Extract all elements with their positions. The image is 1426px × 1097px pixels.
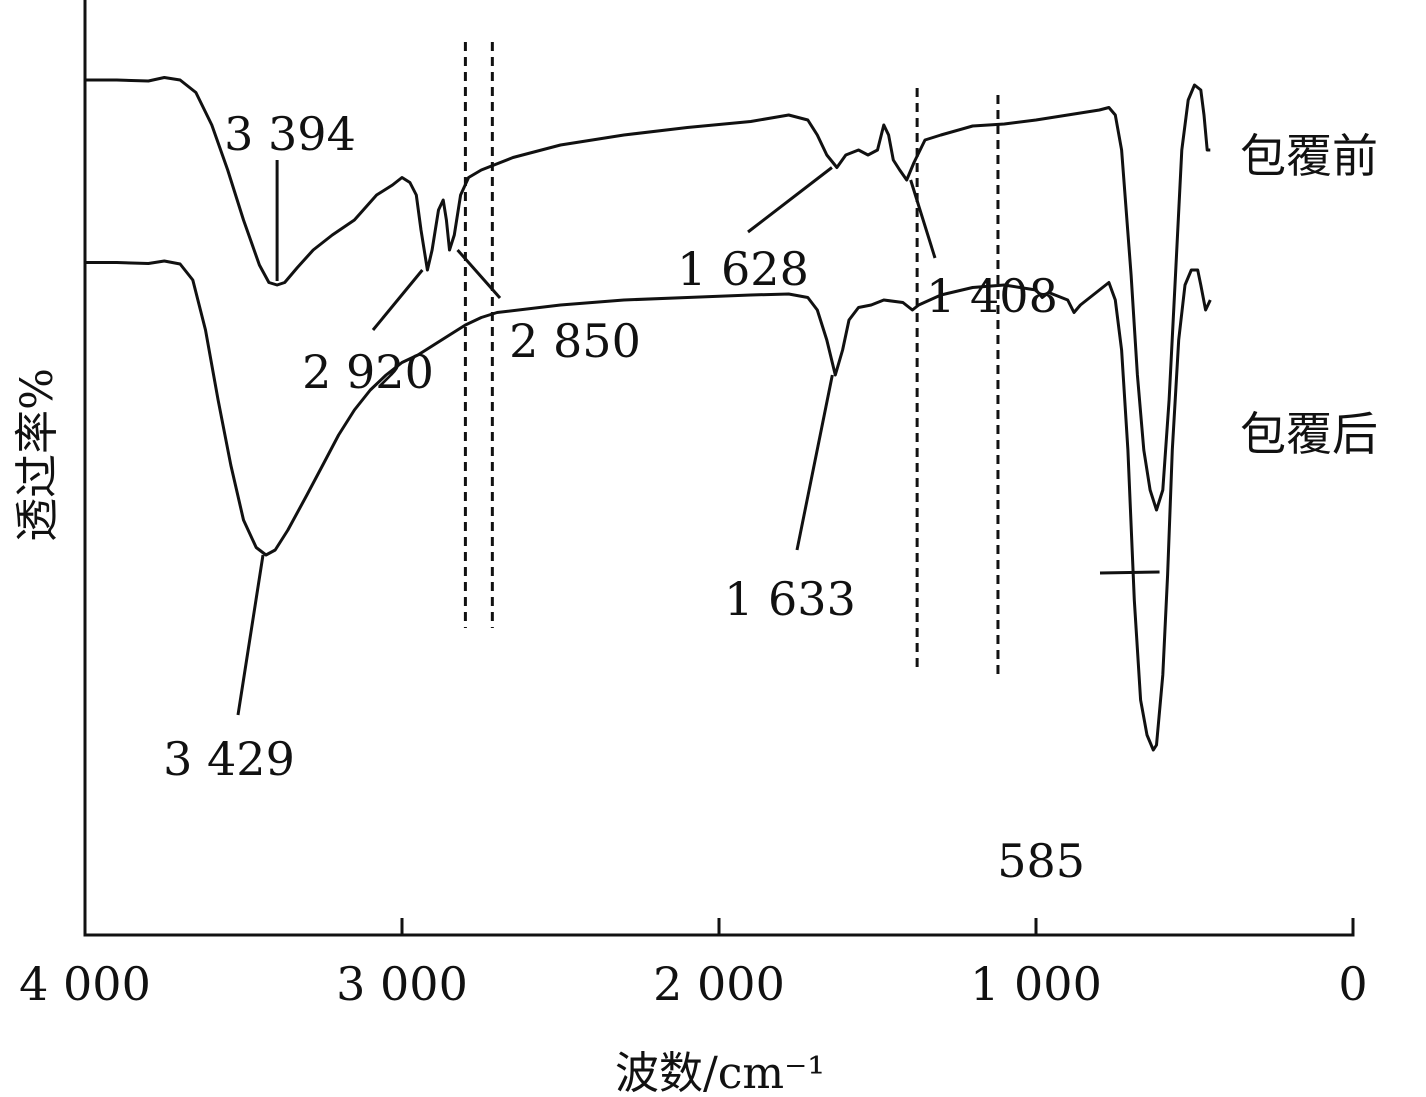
annotation-leader	[1099, 570, 1160, 575]
reference-lines	[463, 42, 1000, 680]
annotation-leader	[747, 166, 833, 234]
annotation-layer: 3 394 2 920 2 850 1 628 1 408 3 429 1 633 585	[163, 107, 1160, 888]
x-tick-label: 3 000	[336, 957, 468, 1011]
peak-annotation: 2 850	[509, 314, 641, 368]
series-line	[85, 76, 1211, 512]
annotation-leader	[236, 554, 265, 716]
x-tick-label: 0	[1338, 957, 1367, 1011]
annotation-leader	[795, 374, 834, 551]
peak-annotation: 3 394	[224, 107, 356, 161]
peak-annotation: 1 628	[677, 242, 809, 296]
x-axis-title: 波数/cm⁻¹	[615, 1048, 825, 1097]
x-axis-ticks: 4 000 3 000 2 000 1 000 0	[19, 918, 1368, 1011]
x-tick-label: 4 000	[19, 957, 151, 1011]
peak-annotation: 2 920	[302, 345, 434, 399]
y-axis-title: 透过率%	[12, 368, 63, 542]
peak-annotation: 3 429	[163, 732, 295, 786]
x-tick-label: 1 000	[970, 957, 1102, 1011]
annotation-leader	[909, 179, 937, 259]
peak-annotation: 585	[997, 834, 1085, 888]
series-label: 包覆后	[1240, 407, 1378, 461]
annotation-leader	[456, 249, 502, 299]
peak-annotation: 1 633	[724, 572, 856, 626]
x-tick-label: 2 000	[653, 957, 785, 1011]
series-line	[85, 259, 1212, 752]
series-label: 包覆前	[1240, 129, 1378, 183]
annotation-leader	[371, 269, 424, 331]
peak-annotation: 1 408	[926, 269, 1058, 323]
